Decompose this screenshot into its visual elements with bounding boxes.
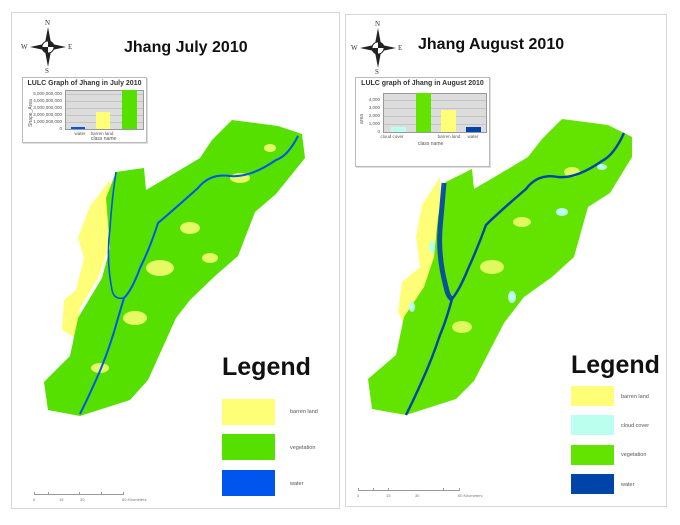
plot-area	[383, 93, 487, 133]
map-title: Jhang July 2010	[124, 39, 248, 56]
bar-vegetation	[416, 93, 431, 132]
lulc-map-july	[44, 120, 305, 416]
map-layout-july: N S E W Jhang July 2010 LULC Graph of Jh…	[11, 12, 340, 509]
legend-swatch-cloud-cover	[571, 415, 614, 435]
legend-swatch-barren-land	[571, 386, 614, 406]
bar-water	[466, 127, 481, 132]
legend-swatch-water	[571, 474, 614, 494]
north-arrow-compass-icon: N S E W	[351, 20, 403, 76]
x-axis-label: class name	[418, 141, 444, 147]
legend-swatch-vegetation	[571, 445, 614, 465]
bar-barren-land	[441, 110, 456, 132]
map-title: Jhang August 2010	[418, 36, 565, 53]
scale-bar: 0 15 30 60 Kilometers	[33, 492, 174, 506]
lulc-bar-chart: LULC Graph of Jhang in July 2010 Shape_A…	[22, 77, 147, 143]
x-axis-label: class name	[91, 136, 117, 142]
bar-cloud-cover	[391, 127, 406, 132]
lulc-map-august	[368, 119, 632, 416]
bar-vegetation	[122, 90, 137, 129]
map-layout-august: N S E W Jhang August 2010 LULC graph of …	[345, 14, 667, 507]
chart-title: LULC graph of Jhang in August 2010	[361, 80, 484, 87]
legend-swatch-vegetation	[222, 434, 275, 460]
legend-title: Legend	[571, 351, 660, 379]
lulc-bar-chart: LULC graph of Jhang in August 2010 area …	[355, 77, 490, 167]
scale-bar: 0 15 30 60 Kilometers	[357, 488, 498, 502]
plot-area	[65, 90, 144, 130]
legend-swatch-barren-land	[222, 399, 275, 425]
north-arrow-compass-icon: N S E W	[21, 19, 73, 75]
chart-title: LULC Graph of Jhang in July 2010	[27, 80, 142, 87]
bar-barren-land	[96, 112, 110, 129]
legend-title: Legend	[222, 353, 311, 381]
bar-water	[71, 127, 85, 129]
legend-swatch-water	[222, 470, 275, 496]
